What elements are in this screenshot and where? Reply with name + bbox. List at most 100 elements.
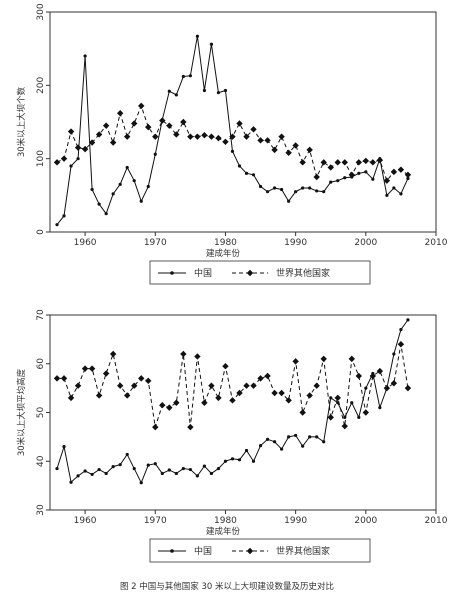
data-point-china: [399, 328, 403, 332]
legend-marker-other-countries: [246, 547, 254, 555]
y-axis-label: 30米以上大坝个数: [16, 86, 27, 157]
data-point-china: [216, 91, 221, 95]
data-point-other-countries: [159, 117, 166, 124]
data-point-other-countries: [271, 389, 278, 397]
data-point-china: [265, 437, 270, 441]
data-point-china: [315, 189, 319, 193]
data-point-other-countries: [124, 392, 131, 399]
data-point-china: [83, 54, 87, 58]
data-point-china: [174, 471, 178, 476]
data-point-china: [294, 433, 298, 438]
data-point-china: [230, 149, 235, 153]
data-point-other-countries: [145, 123, 152, 131]
data-point-other-countries: [376, 156, 384, 164]
data-point-china: [230, 457, 235, 461]
legend-marker-china: [170, 549, 174, 553]
data-point-china: [371, 177, 375, 181]
data-point-other-countries: [194, 133, 201, 140]
data-point-other-countries: [362, 157, 370, 165]
x-tick-label: 1970: [144, 516, 167, 526]
data-point-other-countries: [131, 120, 138, 127]
data-point-other-countries: [278, 133, 285, 140]
legend-marker-china: [170, 271, 174, 275]
data-point-china: [76, 157, 80, 161]
data-point-china: [139, 199, 143, 203]
data-point-china: [322, 440, 326, 444]
data-point-other-countries: [348, 171, 355, 178]
data-point-other-countries: [341, 422, 348, 430]
data-point-china: [132, 179, 136, 183]
data-point-china: [265, 190, 270, 194]
data-point-other-countries: [131, 382, 138, 389]
data-point-other-countries: [278, 389, 285, 397]
data-point-china: [251, 173, 256, 177]
data-point-other-countries: [285, 149, 292, 156]
data-point-other-countries: [313, 382, 320, 389]
data-point-other-countries: [81, 145, 89, 153]
data-point-other-countries: [327, 414, 334, 421]
data-point-china: [280, 187, 284, 192]
data-point-china: [399, 192, 403, 196]
data-point-other-countries: [292, 142, 299, 149]
x-tick-label: 2010: [425, 516, 448, 526]
data-point-china: [188, 467, 192, 472]
data-point-china: [258, 184, 263, 189]
data-point-china: [153, 462, 157, 466]
series-line-other-countries: [56, 104, 409, 182]
y-axis-label: 30米以上大坝平均高度: [16, 368, 27, 456]
x-tick-label: 2000: [354, 516, 377, 526]
data-point-china: [69, 480, 73, 484]
data-point-other-countries: [180, 118, 187, 126]
data-point-other-countries: [390, 380, 398, 387]
data-point-china: [111, 465, 115, 469]
data-point-china: [104, 212, 108, 216]
data-point-other-countries: [109, 350, 117, 358]
plot-frame: [49, 314, 437, 511]
data-point-other-countries: [208, 133, 215, 140]
data-point-other-countries: [257, 137, 264, 144]
data-point-other-countries: [152, 423, 159, 431]
data-point-china: [181, 466, 185, 471]
data-point-other-countries: [264, 137, 271, 144]
data-point-other-countries: [397, 341, 405, 348]
data-point-other-countries: [95, 392, 103, 399]
data-point-china: [329, 396, 333, 400]
data-point-other-countries: [341, 159, 348, 166]
y-tick-label: 30: [36, 504, 46, 516]
data-point-china: [392, 352, 396, 356]
data-point-other-countries: [404, 384, 412, 392]
data-point-china: [69, 164, 73, 168]
legend-label-china: 中国: [194, 545, 212, 557]
data-point-other-countries: [180, 350, 187, 358]
data-point-china: [364, 170, 368, 174]
data-point-other-countries: [145, 377, 152, 385]
data-point-other-countries: [53, 375, 61, 382]
x-tick-label: 1980: [214, 238, 237, 248]
data-point-other-countries: [299, 409, 306, 416]
data-point-other-countries: [116, 382, 124, 389]
data-point-other-countries: [109, 139, 117, 146]
x-tick-label: 2000: [354, 238, 377, 248]
data-point-other-countries: [362, 409, 370, 416]
data-point-china: [146, 463, 150, 467]
data-point-other-countries: [88, 365, 96, 372]
data-point-other-countries: [201, 132, 208, 139]
data-point-china: [167, 468, 171, 472]
data-point-other-countries: [243, 382, 250, 389]
data-point-china: [364, 386, 368, 390]
data-point-china: [104, 471, 108, 476]
data-point-other-countries: [327, 164, 334, 171]
data-point-china: [83, 469, 87, 473]
y-tick-label: 50: [36, 407, 46, 419]
data-point-other-countries: [397, 166, 405, 173]
x-axis-label: 建成年份: [206, 248, 241, 259]
x-tick-label: 1990: [284, 238, 307, 248]
data-point-china: [188, 74, 192, 78]
data-point-other-countries: [67, 128, 75, 135]
data-point-other-countries: [74, 382, 82, 389]
data-point-china: [287, 199, 291, 203]
data-point-china: [139, 481, 143, 485]
data-point-china: [202, 88, 206, 93]
data-point-china: [111, 192, 115, 196]
data-point-china: [301, 186, 305, 190]
